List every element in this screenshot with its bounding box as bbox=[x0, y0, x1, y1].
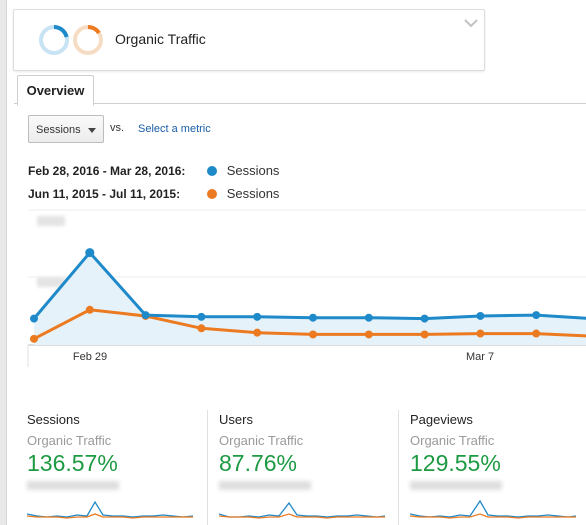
caret-down-icon bbox=[88, 128, 96, 133]
scorecard-segment: Organic Traffic bbox=[27, 433, 112, 448]
scorecard-segment: Organic Traffic bbox=[219, 433, 304, 448]
legend-current-row: Feb 28, 2016 - Mar 28, 2016: Sessions bbox=[28, 163, 279, 179]
previous-series-point[interactable] bbox=[309, 330, 317, 339]
current-series-point[interactable] bbox=[532, 311, 541, 320]
previous-series-point[interactable] bbox=[532, 329, 541, 338]
scorecard-sessions[interactable]: Sessions Organic Traffic 136.57% bbox=[27, 410, 217, 525]
left-frame-edge bbox=[0, 0, 7, 525]
vs-label: vs. bbox=[110, 122, 125, 134]
scorecard-sparkline bbox=[219, 501, 386, 519]
scorecard-users[interactable]: Users Organic Traffic 87.76% bbox=[207, 410, 397, 525]
current-series-point[interactable] bbox=[30, 314, 38, 323]
scorecard-change: 87.76% bbox=[219, 450, 298, 476]
scorecard-change: 136.57% bbox=[27, 450, 118, 476]
legend-previous-range: Jun 11, 2015 - Jul 11, 2015: bbox=[28, 187, 181, 201]
scorecard-sparkline bbox=[27, 500, 194, 519]
tab-bar-divider bbox=[14, 103, 586, 104]
previous-series-point[interactable] bbox=[253, 328, 262, 337]
current-series-point[interactable] bbox=[309, 313, 317, 322]
segment-donut-icon-current bbox=[39, 25, 69, 55]
current-series-point[interactable] bbox=[253, 312, 262, 321]
legend-current-dot bbox=[207, 166, 218, 176]
scorecard-pageviews[interactable]: Pageviews Organic Traffic 129.55% bbox=[398, 410, 586, 525]
current-series-point[interactable] bbox=[141, 311, 150, 320]
metric-selector-label: Sessions bbox=[36, 124, 81, 136]
segment-donut-icon-previous bbox=[73, 24, 103, 55]
legend-previous-dot bbox=[207, 189, 218, 199]
current-series-point[interactable] bbox=[85, 248, 95, 258]
legend-current-range: Feb 28, 2016 - Mar 28, 2016: bbox=[28, 164, 186, 178]
current-series-point[interactable] bbox=[476, 311, 485, 320]
y-axis-label-blurred bbox=[37, 277, 65, 287]
scorecard-change: 129.55% bbox=[410, 450, 501, 476]
segment-title: Organic Traffic bbox=[115, 31, 206, 47]
previous-series-point[interactable] bbox=[364, 330, 373, 339]
sessions-line-chart[interactable]: Feb 29 Mar 7 bbox=[0, 208, 586, 378]
legend-previous-series: Sessions bbox=[226, 186, 280, 201]
metric-selector[interactable]: Sessions bbox=[28, 115, 104, 143]
y-axis-label-blurred bbox=[37, 216, 65, 226]
chevron-down-icon[interactable] bbox=[464, 18, 478, 28]
scorecard-metric: Pageviews bbox=[410, 412, 473, 427]
current-series-point[interactable] bbox=[197, 312, 206, 321]
scorecard-sparkline bbox=[410, 499, 577, 519]
scorecard-blurred-value bbox=[410, 481, 502, 490]
previous-series-point[interactable] bbox=[420, 330, 429, 339]
scorecard-metric: Users bbox=[219, 412, 253, 427]
current-series-point[interactable] bbox=[364, 313, 373, 322]
tab-overview[interactable]: Overview bbox=[17, 75, 94, 106]
x-tick-label: Feb 29 bbox=[73, 351, 107, 363]
previous-series-point[interactable] bbox=[197, 324, 206, 333]
segment-card[interactable]: Organic Traffic bbox=[13, 9, 485, 71]
current-series-area bbox=[34, 252, 586, 345]
previous-series-point[interactable] bbox=[476, 329, 485, 338]
legend-current-series: Sessions bbox=[226, 163, 280, 178]
legend-previous-row: Jun 11, 2015 - Jul 11, 2015: Sessions bbox=[28, 186, 279, 202]
scorecard-blurred-value bbox=[219, 481, 311, 490]
scorecard-segment: Organic Traffic bbox=[410, 433, 495, 448]
scorecard-blurred-value bbox=[27, 481, 119, 490]
current-series-point[interactable] bbox=[420, 314, 429, 323]
x-tick-label: Mar 7 bbox=[466, 351, 494, 363]
previous-series-point[interactable] bbox=[30, 334, 38, 343]
select-metric-link[interactable]: Select a metric bbox=[138, 123, 211, 135]
previous-series-point[interactable] bbox=[85, 305, 94, 314]
scorecard-metric: Sessions bbox=[27, 412, 80, 427]
